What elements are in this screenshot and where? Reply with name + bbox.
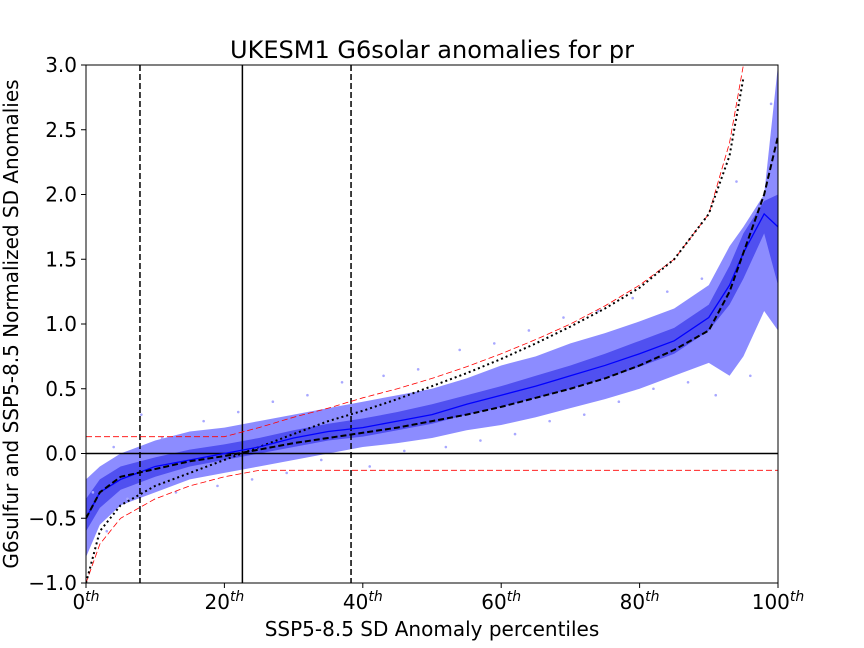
y-tick-label: 1.5 bbox=[45, 247, 77, 271]
scatter-point bbox=[216, 484, 219, 488]
scatter-point bbox=[306, 393, 309, 397]
scatter-point bbox=[652, 387, 655, 391]
y-tick-label: 1.0 bbox=[45, 312, 77, 336]
scatter-point bbox=[105, 529, 109, 533]
scatter-point bbox=[368, 465, 372, 468]
scatter-point bbox=[416, 368, 420, 371]
scatter-point bbox=[403, 449, 406, 453]
y-tick-label: 2.0 bbox=[45, 183, 77, 207]
scatter-point bbox=[513, 432, 517, 436]
y-tick-label: 3.0 bbox=[45, 53, 77, 77]
scatter-point bbox=[631, 296, 634, 300]
scatter-point bbox=[735, 180, 738, 183]
scatter-point bbox=[236, 410, 240, 414]
scatter-point bbox=[562, 316, 565, 319]
scatter-point bbox=[271, 400, 275, 404]
y-tick-label: 0.0 bbox=[45, 442, 77, 466]
scatter-point bbox=[340, 380, 344, 384]
scatter-point bbox=[285, 471, 288, 475]
scatter-point bbox=[140, 413, 143, 416]
scatter-point bbox=[596, 309, 600, 313]
scatter-point bbox=[492, 342, 496, 345]
scatter-point bbox=[91, 491, 95, 494]
scatter-point bbox=[749, 374, 752, 378]
scatter-point bbox=[160, 436, 164, 440]
x-tick-label: 40th bbox=[343, 589, 383, 614]
series-line bbox=[86, 212, 778, 519]
scatter-point bbox=[665, 290, 669, 293]
scatter-point bbox=[319, 458, 323, 462]
x-axis-label: SSP5-8.5 SD Anomaly percentiles bbox=[265, 617, 600, 641]
band bbox=[86, 65, 778, 558]
scatter-point bbox=[769, 102, 773, 106]
scatter-point bbox=[458, 348, 461, 352]
series-line bbox=[86, 65, 744, 438]
scatter-point bbox=[548, 419, 551, 423]
x-tick-label: 100th bbox=[752, 589, 805, 614]
scatter-point bbox=[382, 374, 385, 378]
series-line bbox=[86, 135, 778, 519]
scatter-point bbox=[700, 277, 704, 280]
scatter-point bbox=[250, 478, 254, 481]
y-tick-label: 2.5 bbox=[45, 118, 77, 142]
scatter-point bbox=[714, 393, 718, 397]
plot-area bbox=[86, 65, 778, 583]
chart-title: UKESM1 G6solar anomalies for pr bbox=[230, 36, 634, 64]
series-line bbox=[86, 469, 778, 583]
y-tick-label: −0.5 bbox=[28, 506, 77, 530]
x-tick-label: 60th bbox=[481, 589, 521, 614]
x-tick-label: 80th bbox=[620, 589, 660, 614]
y-tick-label: 0.5 bbox=[45, 377, 77, 401]
scatter-point bbox=[617, 400, 621, 404]
scatter-point bbox=[112, 445, 115, 449]
scatter-point bbox=[126, 497, 129, 501]
x-tick-label: 0th bbox=[72, 589, 99, 614]
y-tick-label: −1.0 bbox=[28, 571, 77, 595]
scatter-point bbox=[479, 439, 482, 442]
scatter-point bbox=[444, 445, 448, 449]
x-tick-label: 20th bbox=[204, 589, 244, 614]
scatter-point bbox=[582, 413, 586, 416]
y-axis-label: G6sulfur and SSP5-8.5 Normalized SD Anom… bbox=[0, 79, 23, 568]
scatter-point bbox=[527, 329, 531, 332]
scatter-point bbox=[202, 419, 205, 423]
scatter-point bbox=[686, 380, 690, 384]
